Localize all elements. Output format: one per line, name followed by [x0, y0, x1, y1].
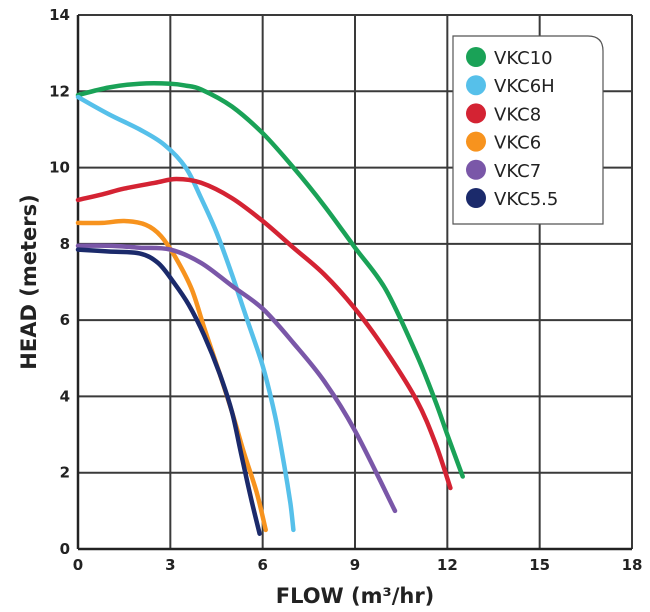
- y-axis-title: HEAD (meters): [17, 194, 41, 369]
- series-line-vkc8: [75, 176, 453, 491]
- legend-marker-vkc5-5: [466, 188, 486, 208]
- legend-label-vkc6h: VKC6H: [494, 76, 555, 97]
- legend-label-vkc8: VKC8: [494, 104, 541, 125]
- y-tick-label-0: 0: [60, 540, 70, 558]
- series-lines: [75, 81, 465, 536]
- legend-marker-vkc10: [466, 47, 486, 67]
- series-line-vkc7: [75, 243, 398, 514]
- x-tick-label-6: 18: [622, 556, 643, 574]
- legend-marker-vkc6h: [466, 75, 486, 96]
- y-tick-label-7: 14: [49, 6, 70, 24]
- legend-label-vkc10: VKC10: [494, 48, 553, 69]
- legend-marker-vkc8: [466, 103, 486, 124]
- y-tick-label-1: 2: [60, 464, 70, 482]
- grid-lines: [78, 14, 633, 549]
- series-line-vkc10: [75, 81, 465, 479]
- x-tick-label-5: 15: [529, 556, 550, 574]
- x-tick-labels: 0 3 6 9 12 15 18: [73, 556, 643, 574]
- x-axis-title: FLOW (m³/hr): [276, 584, 435, 608]
- series-line-vkc5-5: [75, 247, 262, 536]
- legend-marker-vkc7: [466, 159, 486, 180]
- legend: VKC10 VKC6H VKC8 VKC6 VKC7 VKC5.5: [452, 35, 604, 225]
- y-tick-label-5: 10: [49, 159, 70, 177]
- legend-marker-vkc6: [466, 131, 486, 152]
- series-line-vkc6: [75, 218, 268, 533]
- series-line-vkc6h: [75, 94, 296, 533]
- y-tick-label-3: 6: [60, 311, 70, 329]
- y-tick-label-2: 4: [60, 387, 70, 405]
- x-tick-label-3: 9: [350, 556, 360, 574]
- y-tick-label-4: 8: [60, 235, 70, 253]
- y-tick-label-6: 12: [49, 82, 70, 100]
- legend-box: [452, 35, 604, 225]
- axes: [76, 15, 632, 551]
- y-tick-labels: 0 2 4 6 8 10 12 14: [49, 6, 70, 558]
- x-tick-label-2: 6: [257, 556, 267, 574]
- legend-label-vkc6: VKC6: [494, 133, 541, 154]
- x-tick-label-0: 0: [73, 556, 83, 574]
- x-tick-label-1: 3: [165, 556, 175, 574]
- x-tick-label-4: 12: [437, 556, 458, 574]
- legend-label-vkc5-5: VKC5.5: [494, 189, 558, 210]
- legend-label-vkc7: VKC7: [494, 161, 541, 182]
